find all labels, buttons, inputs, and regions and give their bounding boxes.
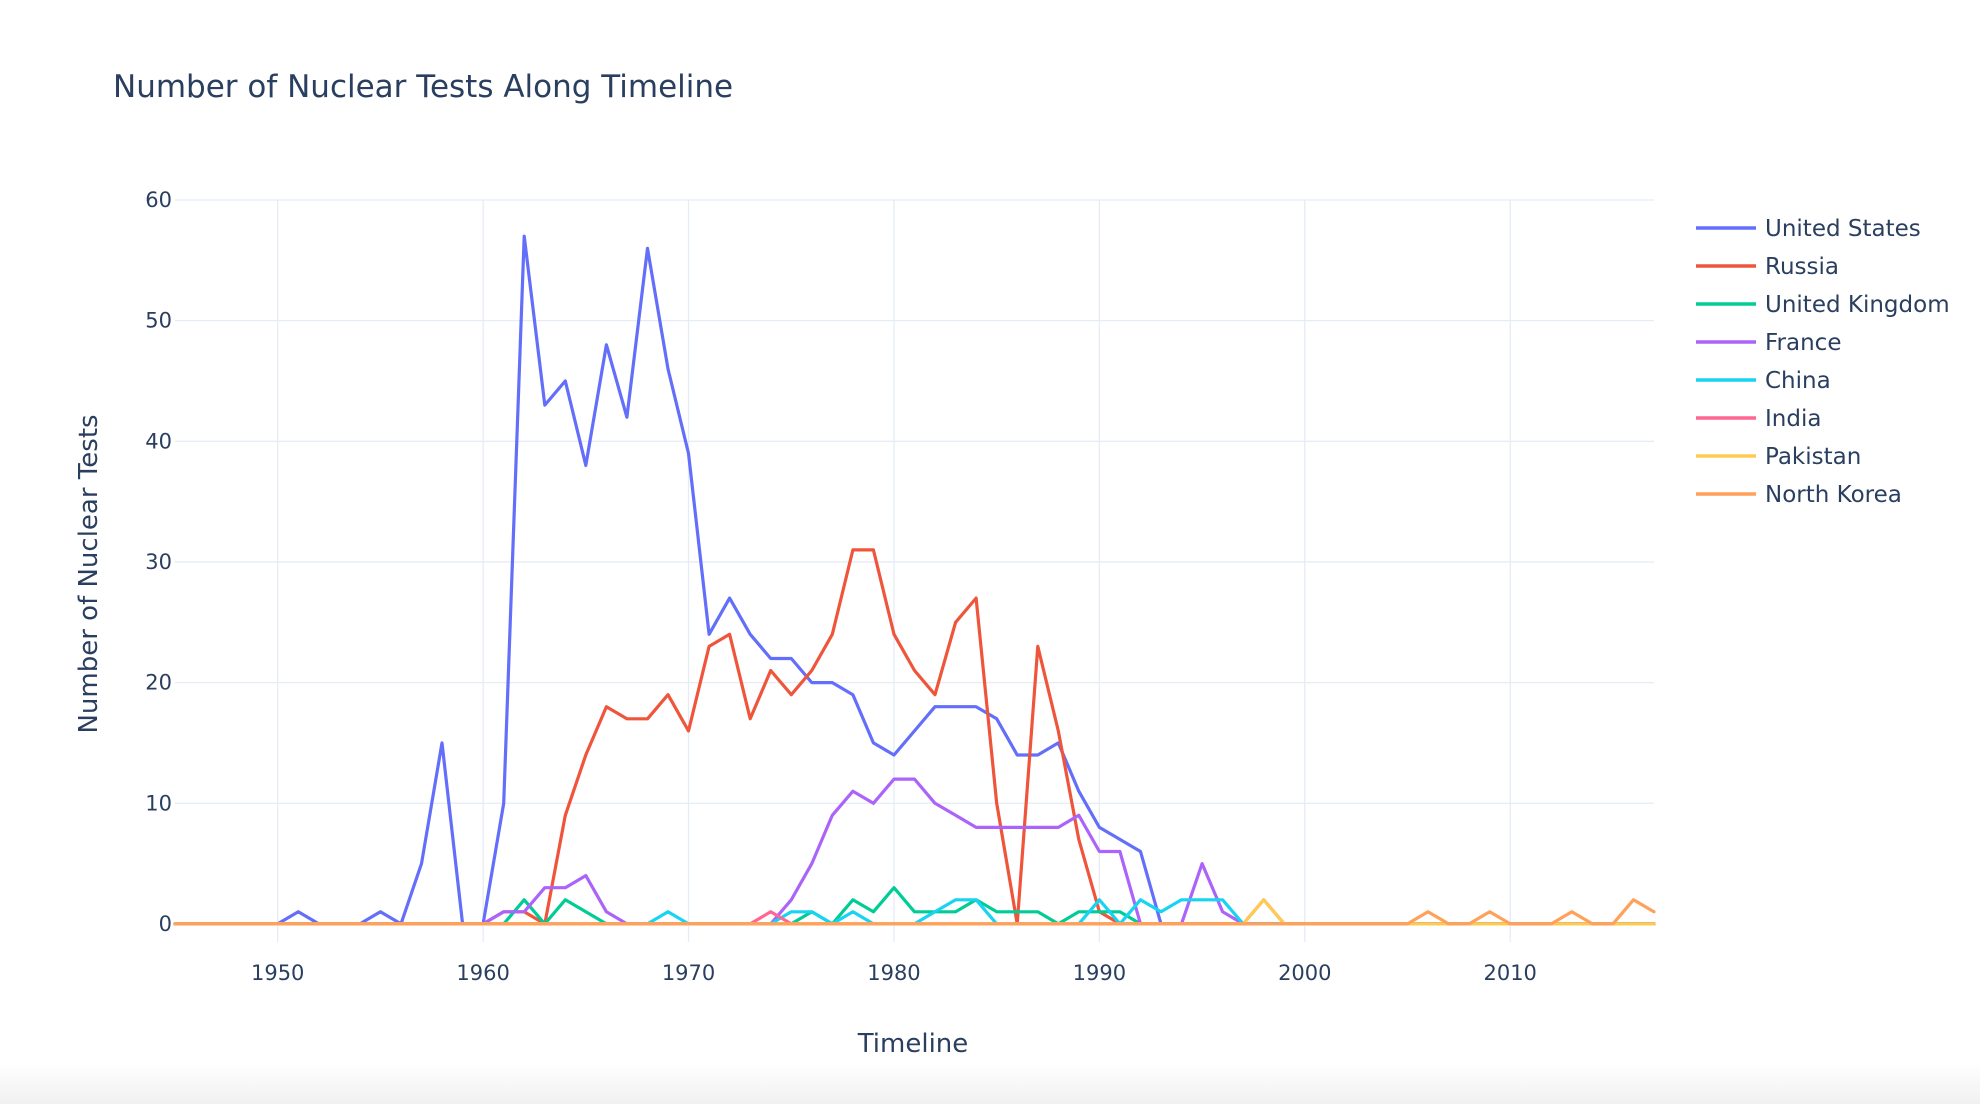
x-axis-ticks: 1950 1960 1970 1980 1990 2000 2010 bbox=[251, 961, 1537, 985]
legend-label: Pakistan bbox=[1765, 444, 1861, 470]
legend-label: United States bbox=[1765, 216, 1921, 242]
y-tick-label: 10 bbox=[145, 791, 172, 815]
series-line-france[interactable] bbox=[173, 777, 1656, 926]
legend-item-united-kingdom[interactable]: United Kingdom bbox=[1696, 292, 1950, 318]
y-tick-label: 60 bbox=[145, 188, 172, 212]
y-tick-label: 50 bbox=[145, 309, 172, 333]
series-line-russia[interactable] bbox=[173, 548, 1656, 926]
chart-title: Number of Nuclear Tests Along Timeline bbox=[113, 69, 733, 105]
legend-item-france[interactable]: France bbox=[1696, 330, 1841, 356]
x-tick-label: 1970 bbox=[662, 961, 715, 985]
grid bbox=[175, 199, 1654, 942]
y-axis-title: Number of Nuclear Tests bbox=[74, 414, 104, 733]
legend-label: India bbox=[1765, 406, 1821, 432]
x-tick-label: 1980 bbox=[867, 961, 920, 985]
x-axis-title: Timeline bbox=[857, 1029, 969, 1059]
y-tick-label: 20 bbox=[145, 671, 172, 695]
x-tick-label: 1950 bbox=[251, 961, 304, 985]
legend-label: Russia bbox=[1765, 254, 1839, 280]
legend-label: North Korea bbox=[1765, 482, 1902, 508]
y-tick-label: 0 bbox=[159, 912, 172, 936]
legend-item-north-korea[interactable]: North Korea bbox=[1696, 482, 1902, 508]
x-tick-label: 1960 bbox=[456, 961, 509, 985]
series-line-united-states[interactable] bbox=[173, 234, 1656, 926]
series-line-united-kingdom[interactable] bbox=[173, 886, 1656, 926]
series-lines bbox=[173, 234, 1656, 926]
legend-label: France bbox=[1765, 330, 1841, 356]
series-line-north-korea[interactable] bbox=[173, 898, 1656, 926]
legend-label: United Kingdom bbox=[1765, 292, 1950, 318]
legend[interactable]: United States Russia United Kingdom France C… bbox=[1696, 216, 1950, 508]
y-tick-label: 40 bbox=[145, 429, 172, 453]
legend-label: China bbox=[1765, 368, 1831, 394]
legend-item-russia[interactable]: Russia bbox=[1696, 254, 1839, 280]
page-bottom-edge bbox=[0, 1062, 1980, 1104]
legend-item-india[interactable]: India bbox=[1696, 406, 1821, 432]
x-tick-label: 1990 bbox=[1073, 961, 1126, 985]
legend-item-china[interactable]: China bbox=[1696, 368, 1831, 394]
x-tick-label: 2000 bbox=[1278, 961, 1331, 985]
legend-item-united-states[interactable]: United States bbox=[1696, 216, 1921, 242]
y-axis-ticks: 0 10 20 30 40 50 60 bbox=[145, 188, 172, 936]
y-tick-label: 30 bbox=[145, 550, 172, 574]
legend-item-pakistan[interactable]: Pakistan bbox=[1696, 444, 1861, 470]
x-tick-label: 2010 bbox=[1483, 961, 1536, 985]
